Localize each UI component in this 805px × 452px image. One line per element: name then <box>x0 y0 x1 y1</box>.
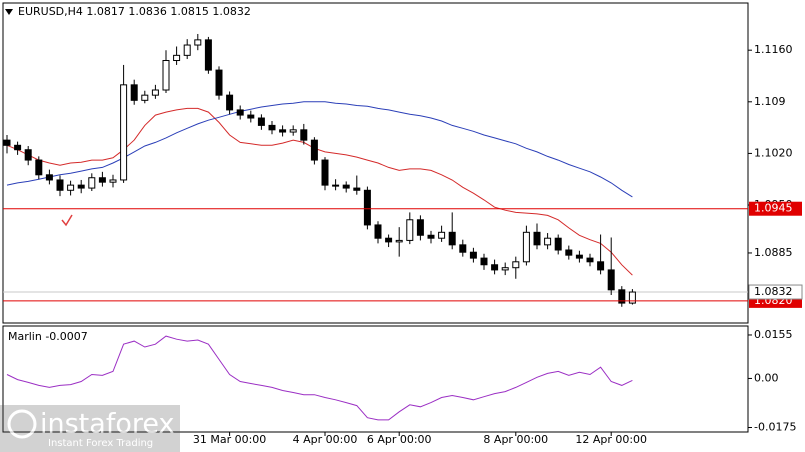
y-tick-label: 0.00 <box>754 371 779 384</box>
candle-body <box>544 237 552 246</box>
y-tick-label: 1.1020 <box>754 146 793 159</box>
candle-body <box>565 249 573 256</box>
candle-body <box>554 237 562 251</box>
x-tick-label: 12 Apr 00:00 <box>575 433 647 446</box>
marlin-panel-frame <box>2 325 749 433</box>
candle-body <box>363 189 371 226</box>
candle-body <box>173 54 181 62</box>
candle-body <box>56 179 64 191</box>
candle-body <box>88 177 96 189</box>
last-price-box <box>748 284 803 300</box>
candle-body <box>512 261 520 269</box>
candle-body <box>416 219 424 236</box>
line-series <box>6 335 633 421</box>
candle-body <box>183 44 191 56</box>
candle-body <box>459 244 467 253</box>
candle-body <box>109 179 117 183</box>
y-tick-label: 1.109 <box>754 95 786 108</box>
candle-body <box>438 231 446 239</box>
candle-body <box>448 231 456 246</box>
chart-title: EURUSD,H4 1.0817 1.0836 1.0815 1.0832 <box>18 5 251 18</box>
candle-body <box>77 184 85 189</box>
check-mark <box>61 214 73 227</box>
watermark: instaforex Instant Forex Trading <box>0 405 180 452</box>
watermark-brand: instaforex <box>40 409 174 440</box>
y-tick-label: 0.0155 <box>754 328 793 341</box>
candle-body <box>257 117 265 126</box>
candle-body <box>618 289 626 304</box>
level-label-box <box>749 201 802 216</box>
candle-body <box>332 184 340 187</box>
indicator-title: Marlin -0.0007 <box>8 330 88 343</box>
x-tick-label: 31 Mar 00:00 <box>193 433 266 446</box>
candle-body <box>395 239 403 243</box>
candle-body <box>226 94 234 111</box>
x-tick-label: 4 Apr 00:00 <box>293 433 358 446</box>
candle-body <box>575 254 583 259</box>
candle-body <box>321 159 329 186</box>
candle-body <box>14 144 22 151</box>
level-label: 1.0945 <box>754 202 793 215</box>
candle-body <box>342 184 350 189</box>
candle-body <box>406 219 414 241</box>
candle-body <box>374 224 382 239</box>
candle-body <box>268 124 276 131</box>
candle-body <box>607 269 615 291</box>
x-tick-label: 8 Apr 00:00 <box>483 433 548 446</box>
candle-body <box>533 231 541 246</box>
y-tick-label: 1.0885 <box>754 246 793 259</box>
candle-body <box>120 84 128 181</box>
candle-body <box>151 89 159 96</box>
candle-body <box>130 84 138 101</box>
candle-body <box>310 139 318 161</box>
candle-body <box>204 39 212 71</box>
y-tick-label: 1.1160 <box>754 43 793 56</box>
candle-body <box>300 129 308 141</box>
candle-body <box>141 94 149 101</box>
candle-body <box>3 139 11 146</box>
candle-body <box>247 114 255 119</box>
candle-body <box>215 69 223 96</box>
candle-body <box>35 159 43 176</box>
candle-body <box>628 291 636 304</box>
candle-body <box>501 267 509 271</box>
line-series <box>6 107 633 276</box>
candle-body <box>491 264 499 271</box>
candle-body <box>385 237 393 243</box>
candle-body <box>279 129 287 133</box>
x-tick-label: 6 Apr 00:00 <box>367 433 432 446</box>
candle-body <box>427 234 435 239</box>
candle-body <box>469 251 477 259</box>
candle-body <box>236 109 244 116</box>
candle-body <box>289 129 297 133</box>
y-tick-label: -0.0175 <box>754 421 796 434</box>
candle-body <box>98 177 106 183</box>
title-arrow <box>5 9 13 15</box>
candle-body <box>522 231 530 263</box>
candle-body <box>480 257 488 266</box>
watermark-logo <box>7 409 37 439</box>
candle-body <box>67 184 75 191</box>
line-series <box>6 101 633 198</box>
candle-body <box>194 39 202 46</box>
price-panel-frame <box>2 2 749 324</box>
candle-body <box>586 257 594 263</box>
candle-body <box>597 261 605 271</box>
last-price-label: 1.0832 <box>754 285 793 298</box>
candle-body <box>162 60 170 91</box>
candle-body <box>353 187 361 191</box>
candle-body <box>45 174 53 181</box>
candle-body <box>24 149 32 161</box>
watermark-tagline: Instant Forex Trading <box>48 438 153 449</box>
